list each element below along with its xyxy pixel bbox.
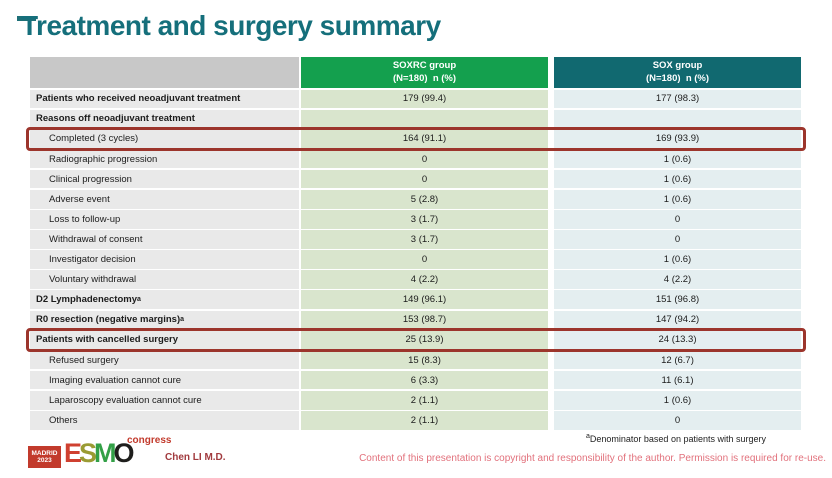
- soxrc-value: 0: [301, 250, 548, 269]
- row-label: Laparoscopy evaluation cannot cure: [30, 390, 299, 410]
- congress-label: congress: [127, 435, 172, 446]
- sox-group-n: (N=180) n (%): [645, 72, 710, 84]
- esmo-letter-m: M: [94, 438, 116, 468]
- table-row: Loss to follow-up 3 (1.7) 0: [30, 210, 801, 229]
- table-row: Clinical progression 0 1 (0.6): [30, 169, 801, 189]
- header-sox-group: SOX group (N=180) n (%): [554, 57, 801, 88]
- sox-value: 11 (6.1): [554, 370, 801, 390]
- footnote: aDenominator based on patients with surg…: [585, 433, 766, 444]
- badge-year: 2023: [37, 457, 52, 464]
- row-label: Loss to follow-up: [30, 210, 299, 229]
- table-row: Investigator decision 0 1 (0.6): [30, 250, 801, 269]
- footnote-superscript: a: [585, 433, 590, 440]
- table-body: Patients who received neoadjuvant treatm…: [26, 89, 806, 430]
- sox-value: 1 (0.6): [554, 169, 801, 189]
- soxrc-value: 4 (2.2): [301, 270, 548, 289]
- slide-title: Treatment and surgery summary: [21, 10, 441, 41]
- table-row: Withdrawal of consent 3 (1.7) 0: [30, 230, 801, 249]
- sox-value: 0: [554, 210, 801, 229]
- table-row: D2 Lymphadenectomy a 149 (96.1) 151 (96.8): [30, 290, 801, 310]
- table-row: Voluntary withdrawal 4 (2.2) 4 (2.2): [30, 270, 801, 289]
- table-row: R0 resection (negative margins) a 153 (98.…: [30, 310, 801, 330]
- sox-value: 0: [554, 230, 801, 249]
- sox-value: 0: [554, 411, 801, 430]
- sox-value: 169 (93.9): [554, 129, 801, 149]
- sox-value: 1 (0.6): [554, 250, 801, 269]
- row-label: Voluntary withdrawal: [30, 270, 299, 289]
- soxrc-value: 149 (96.1): [301, 290, 548, 310]
- sox-value: 147 (94.2): [554, 310, 801, 330]
- top-dash-decoration: [17, 16, 36, 21]
- esmo-letter-e: E: [64, 438, 82, 468]
- soxrc-value: 2 (1.1): [301, 390, 548, 410]
- row-label: Completed (3 cycles): [30, 129, 299, 149]
- sox-value: 177 (98.3): [554, 89, 801, 109]
- soxrc-value: 164 (91.1): [301, 129, 548, 149]
- soxrc-value: [301, 109, 548, 129]
- sox-value: 1 (0.6): [554, 189, 801, 209]
- table-row: Patients who received neoadjuvant treatm…: [30, 89, 801, 109]
- table-header-row: SOXRC group (N=180) n (%) SOX group (N=1…: [30, 57, 801, 88]
- soxrc-group-name: SOXRC group: [392, 60, 457, 71]
- soxrc-value: 153 (98.7): [301, 310, 548, 330]
- soxrc-value: 6 (3.3): [301, 370, 548, 390]
- table-row: Refused surgery 15 (8.3) 12 (6.7): [30, 350, 801, 370]
- sox-value: 24 (13.3): [554, 330, 801, 350]
- table-row: Radiographic progression 0 1 (0.6): [30, 149, 801, 169]
- table-row: Laparoscopy evaluation cannot cure 2 (1.1…: [30, 390, 801, 410]
- soxrc-value: 15 (8.3): [301, 350, 548, 370]
- esmo-letter-o: O: [113, 438, 135, 468]
- row-label: Imaging evaluation cannot cure: [30, 370, 299, 390]
- soxrc-value: 3 (1.7): [301, 230, 548, 249]
- table-row: Imaging evaluation cannot cure 6 (3.3) 11 …: [30, 370, 801, 390]
- row-label: Investigator decision: [30, 250, 299, 269]
- badge-city: MADRID: [31, 449, 58, 457]
- treatment-summary-table: SOXRC group (N=180) n (%) SOX group (N=1…: [26, 57, 806, 430]
- esmo-wordmark: ESMO: [64, 438, 135, 468]
- table-row: Others 2 (1.1) 0: [30, 411, 801, 430]
- row-label: Reasons off neoadjuvant treatment: [30, 109, 299, 129]
- copyright-notice: Content of this presentation is copyrigh…: [359, 453, 826, 464]
- soxrc-value: 179 (99.4): [301, 89, 548, 109]
- row-label: D2 Lymphadenectomy a: [30, 290, 299, 310]
- soxrc-value: 3 (1.7): [301, 210, 548, 229]
- row-label: Patients who received neoadjuvant treatm…: [30, 89, 299, 109]
- header-soxrc-group: SOXRC group (N=180) n (%): [301, 57, 548, 88]
- sox-value: 12 (6.7): [554, 350, 801, 370]
- table-row: Adverse event 5 (2.8) 1 (0.6): [30, 189, 801, 209]
- row-label: Others: [30, 411, 299, 430]
- soxrc-group-n: (N=180) n (%): [392, 72, 457, 84]
- soxrc-value: 0: [301, 169, 548, 189]
- esmo-congress-logo: MADRID 2023 ESMO congress: [28, 435, 172, 473]
- sox-value: [554, 109, 801, 129]
- sox-value: 151 (96.8): [554, 290, 801, 310]
- row-label: Clinical progression: [30, 169, 299, 189]
- soxrc-value: 2 (1.1): [301, 411, 548, 430]
- header-empty-cell: [30, 57, 299, 88]
- row-label: R0 resection (negative margins) a: [30, 310, 299, 330]
- soxrc-value: 0: [301, 149, 548, 169]
- soxrc-value: 5 (2.8): [301, 189, 548, 209]
- footnote-text: Denominator based on patients with surge…: [589, 434, 766, 444]
- row-label: Refused surgery: [30, 350, 299, 370]
- row-label: Adverse event: [30, 189, 299, 209]
- soxrc-value: 25 (13.9): [301, 330, 548, 350]
- table-row: Completed (3 cycles) 164 (91.1) 169 (93.9): [26, 127, 806, 151]
- sox-value: 1 (0.6): [554, 390, 801, 410]
- sox-value: 1 (0.6): [554, 149, 801, 169]
- presenter-name: Chen LI M.D.: [165, 452, 226, 463]
- table-row: Reasons off neoadjuvant treatment: [30, 109, 801, 129]
- row-label: Withdrawal of consent: [30, 230, 299, 249]
- esmo-letter-s: S: [79, 438, 97, 468]
- row-label: Patients with cancelled surgery: [30, 330, 299, 350]
- table-row: Patients with cancelled surgery 25 (13.9)…: [26, 328, 806, 352]
- madrid-2023-badge: MADRID 2023: [28, 446, 61, 468]
- sox-group-name: SOX group: [652, 60, 703, 71]
- row-label: Radiographic progression: [30, 149, 299, 169]
- sox-value: 4 (2.2): [554, 270, 801, 289]
